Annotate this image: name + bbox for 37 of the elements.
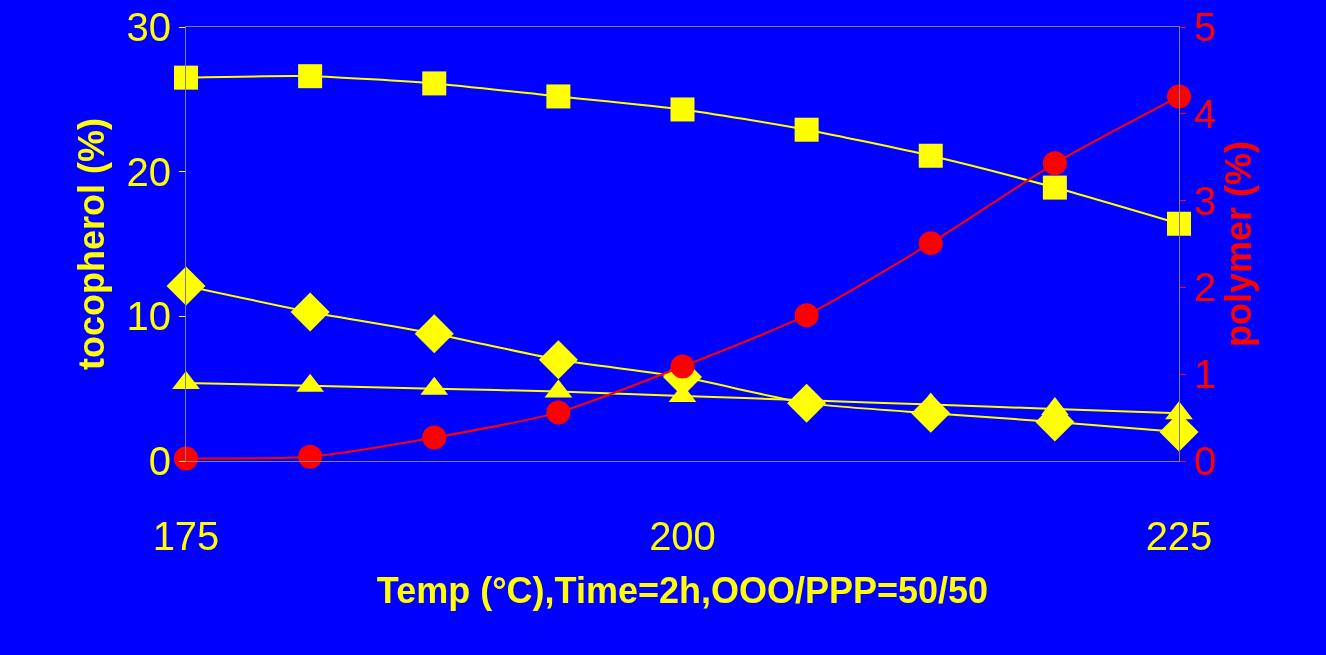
point	[794, 117, 819, 142]
x-axis-title: Temp (°C),Time=2h,OOO/PPP=50/50	[376, 569, 989, 611]
point	[422, 425, 447, 450]
x-tick-label: 200	[649, 514, 716, 558]
point	[1167, 211, 1191, 236]
point	[422, 71, 447, 96]
point	[918, 231, 943, 256]
x-tick-label: 225	[1145, 514, 1213, 558]
point	[298, 444, 323, 469]
y2-tick-label: 5	[1194, 5, 1217, 49]
y2-tick-label: 3	[1194, 178, 1217, 223]
point	[538, 340, 578, 380]
point	[546, 84, 571, 109]
y2-tick-label: 2	[1194, 265, 1217, 310]
point	[670, 354, 695, 379]
y2-tick-label: 4	[1194, 91, 1217, 136]
point	[290, 292, 330, 332]
point	[1042, 151, 1067, 176]
y2-axis-title: polymer (%)	[1217, 140, 1259, 348]
x-tick-label: 175	[152, 514, 220, 558]
point	[298, 64, 323, 89]
y-axis-title: tocopherol (%)	[71, 118, 113, 370]
point	[1167, 84, 1191, 109]
point	[670, 97, 695, 122]
point	[794, 303, 819, 328]
point	[546, 400, 571, 425]
point	[174, 65, 198, 90]
point	[1042, 175, 1067, 200]
point	[414, 314, 454, 354]
y-tick-label: 0	[148, 439, 171, 483]
point	[174, 446, 198, 471]
y-tick-label: 10	[126, 294, 171, 339]
y-tick-label: 30	[126, 5, 171, 49]
point	[918, 143, 943, 168]
y2-tick-label: 1	[1194, 352, 1217, 397]
y-tick-label: 20	[126, 149, 171, 194]
y2-tick-label: 0	[1194, 439, 1217, 483]
